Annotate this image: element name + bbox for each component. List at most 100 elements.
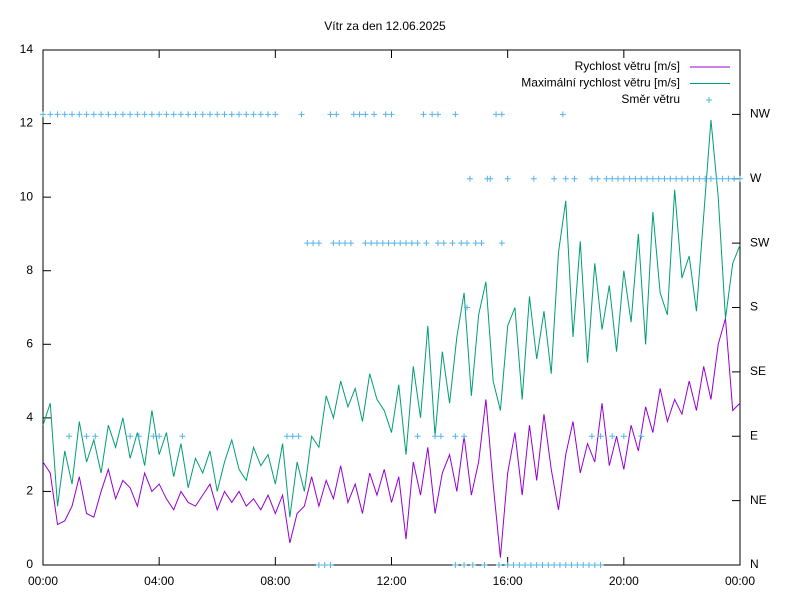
point [678,175,685,182]
point [495,562,502,568]
point [498,111,505,118]
x-tick-label: 12:00 [376,574,406,588]
point [504,562,511,568]
point [199,111,206,118]
point [333,111,340,118]
point [250,111,257,118]
point [61,111,68,118]
point [163,111,170,118]
point [420,111,427,118]
point [638,175,645,182]
point [342,240,349,247]
y2-tick-label: SW [750,235,770,249]
point [597,562,604,568]
point [135,433,142,440]
point [556,562,563,568]
point [545,562,552,568]
point [504,175,511,182]
point [452,433,459,440]
y2-tick-label: S [750,300,758,314]
point [434,240,441,247]
point [461,433,468,440]
point [214,111,221,118]
point [54,111,61,118]
point [551,175,558,182]
point [644,175,651,182]
point [731,175,738,182]
point [562,562,569,568]
point [516,562,523,568]
point [588,175,595,182]
point [47,111,54,118]
point [243,111,250,118]
y2-tick-label: SE [750,364,766,378]
point [667,175,674,182]
point [588,433,595,440]
point [522,562,529,568]
point [562,175,569,182]
point [603,175,610,182]
point [336,240,343,247]
point [221,111,228,118]
legend-label: Maximální rychlost větru [m/s] [521,76,680,90]
point [696,175,703,182]
x-tick-label: 00:00 [28,574,58,588]
series-line [42,119,741,518]
point [295,433,302,440]
point [530,175,537,182]
point [127,433,134,440]
point [452,111,459,118]
point [609,433,616,440]
point [391,240,398,247]
point [449,240,456,247]
point [464,240,471,247]
point [493,111,500,118]
point [310,240,317,247]
point [298,111,305,118]
point [638,433,645,440]
y2-tick-label: E [750,428,758,442]
point [574,562,581,568]
point [228,111,235,118]
point [83,111,90,118]
point [533,562,540,568]
y2-tick-label: NE [750,493,767,507]
point [330,240,337,247]
point [539,562,546,568]
point [690,175,697,182]
y-tick-label: 10 [20,189,34,203]
plot-border [42,49,741,566]
point [487,175,494,182]
y-tick-label: 0 [26,557,33,571]
point [315,562,322,568]
point [403,240,410,247]
point [185,111,192,118]
point [283,433,290,440]
legend-label: Směr větru [621,92,680,106]
y-tick-label: 14 [20,42,34,56]
point [40,111,46,118]
point [615,175,622,182]
point [478,240,485,247]
point [591,562,598,568]
y2-tick-label: W [750,171,762,185]
point [119,111,126,118]
point [408,240,415,247]
point [350,111,357,118]
point [141,111,148,118]
y-tick-label: 6 [26,336,33,350]
x-tick-label: 20:00 [609,574,639,588]
point [661,175,668,182]
x-tick-label: 04:00 [144,574,174,588]
point [707,175,714,182]
point [414,240,421,247]
y2-tick-label: N [750,557,759,571]
point [105,111,112,118]
legend-swatch [706,97,712,103]
point [362,240,369,247]
point [461,562,468,568]
point [368,240,375,247]
point [127,111,134,118]
point [466,175,473,182]
